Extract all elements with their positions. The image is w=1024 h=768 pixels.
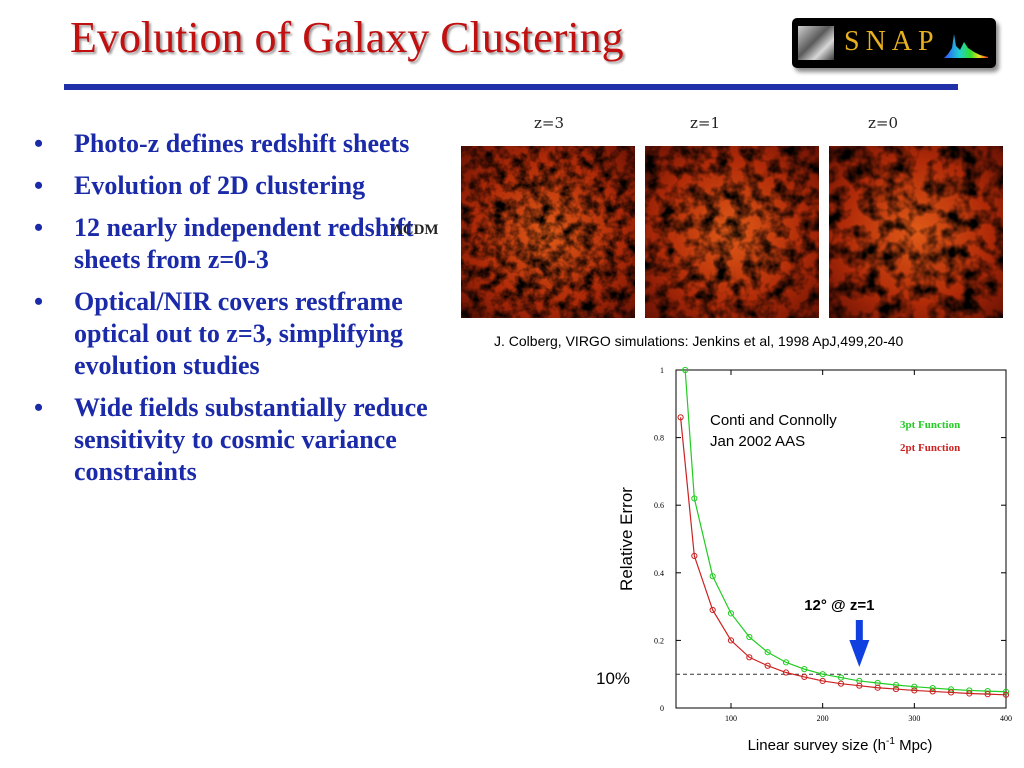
bullet-item: • Evolution of 2D clustering bbox=[28, 170, 458, 202]
sim-label-z0: z=0 bbox=[868, 114, 899, 132]
data-point-3pt bbox=[727, 610, 735, 617]
annotation-venue: Jan 2002 AAS bbox=[710, 433, 805, 450]
y-axis-label: Relative Error bbox=[617, 487, 636, 591]
data-point-3pt bbox=[709, 573, 716, 580]
bullet-list: • Photo-z defines redshift sheets • Evolut… bbox=[28, 128, 458, 498]
data-point-3pt bbox=[682, 366, 689, 374]
lcdm-label: ΛCDM bbox=[392, 222, 439, 238]
data-point-2pt bbox=[819, 677, 826, 685]
x-tick-label: 200 bbox=[817, 714, 829, 723]
data-point-3pt bbox=[819, 671, 826, 678]
simulation-credit: J. Colberg, VIRGO simulations: Jenkins e… bbox=[494, 333, 904, 349]
data-point-3pt bbox=[837, 674, 845, 681]
data-point-3pt bbox=[929, 684, 936, 692]
slide-title: Evolution of Galaxy Clustering bbox=[70, 13, 624, 62]
data-point-2pt bbox=[947, 689, 955, 696]
simulation-panel-z0 bbox=[829, 146, 1003, 318]
data-point-3pt bbox=[801, 666, 808, 673]
title-underline bbox=[64, 84, 958, 90]
x-tick-label: 100 bbox=[725, 714, 737, 723]
data-point-3pt bbox=[892, 681, 900, 689]
data-point-2pt bbox=[677, 414, 684, 421]
data-point-2pt bbox=[966, 690, 973, 697]
arrow-head-icon bbox=[849, 640, 870, 667]
bullet-dot: • bbox=[34, 393, 44, 422]
x-axis-label-main: Linear survey size (h bbox=[748, 737, 886, 754]
data-point-2pt bbox=[764, 662, 771, 669]
data-point-2pt bbox=[911, 687, 918, 694]
data-point-2pt bbox=[782, 669, 790, 676]
bullet-item: • Photo-z defines redshift sheets bbox=[28, 128, 458, 160]
legend-3pt-function: 3pt Function bbox=[900, 419, 960, 431]
data-point-3pt bbox=[746, 633, 753, 641]
data-point-2pt bbox=[691, 552, 698, 559]
y-tick-label: 0 bbox=[660, 704, 664, 713]
bullet-item: • Optical/NIR covers restframe optical ou… bbox=[28, 286, 458, 382]
data-point-2pt bbox=[746, 654, 753, 661]
bullet-dot: • bbox=[34, 171, 44, 200]
sim-label-z1: z=1 bbox=[690, 114, 721, 132]
x-tick-label: 300 bbox=[908, 714, 920, 723]
data-point-2pt bbox=[984, 691, 991, 698]
logo-thumbnail-image bbox=[798, 26, 834, 60]
chart-marks bbox=[676, 366, 1010, 698]
simulation-panel-z3 bbox=[461, 146, 635, 318]
bullet-text: Photo-z defines redshift sheets bbox=[74, 129, 410, 158]
x-axis-label: Linear survey size (h-1 Mpc) bbox=[748, 736, 933, 754]
data-point-3pt bbox=[911, 683, 918, 690]
bullet-text: Optical/NIR covers restframe optical out… bbox=[74, 287, 403, 380]
y-tick-label: 0.8 bbox=[654, 434, 664, 443]
chart-axes: 100 200 300 400 0 0.2 0.4 0.6 0.8 1 bbox=[654, 366, 1012, 723]
data-point-2pt bbox=[892, 685, 900, 693]
bullet-text: Wide fields substantially reduce sensiti… bbox=[74, 393, 428, 486]
logo-text: SNAP bbox=[844, 26, 940, 57]
relative-error-chart: 100 200 300 400 0 0.2 0.4 0.6 0.8 1 Relative Erro… bbox=[596, 366, 1012, 754]
data-point-2pt bbox=[1002, 691, 1010, 698]
x-axis-label-sup: -1 bbox=[886, 736, 895, 747]
bullet-item: • Wide fields substantially reduce sensit… bbox=[28, 392, 458, 488]
data-point-3pt bbox=[691, 495, 698, 502]
bullet-text: Evolution of 2D clustering bbox=[74, 171, 366, 200]
arrow-shaft bbox=[855, 620, 863, 642]
y-tick-label: 0.6 bbox=[654, 501, 664, 510]
data-point-3pt bbox=[782, 659, 790, 666]
bullet-text: 12 nearly independent redshift sheets fr… bbox=[74, 213, 414, 274]
plot-frame bbox=[675, 369, 1007, 709]
legend-2pt-function: 2pt Function bbox=[900, 442, 960, 454]
x-axis-label-tail: Mpc) bbox=[895, 737, 933, 754]
bullet-dot: • bbox=[34, 213, 44, 242]
y-tick-label: 1 bbox=[660, 366, 664, 375]
spectrum-icon bbox=[944, 34, 988, 58]
data-point-3pt bbox=[764, 649, 771, 656]
bullet-dot: • bbox=[34, 287, 44, 316]
data-point-2pt bbox=[874, 684, 881, 691]
data-point-2pt bbox=[727, 637, 735, 644]
annotation-author: Conti and Connolly bbox=[710, 412, 837, 429]
reference-line-label: 10% bbox=[596, 669, 630, 688]
series-line-2pt bbox=[679, 417, 1007, 696]
bullet-dot: • bbox=[34, 129, 44, 158]
data-point-2pt bbox=[837, 680, 845, 687]
arrow-annotation-label: 12° @ z=1 bbox=[804, 597, 874, 614]
sim-label-z3: z=3 bbox=[534, 114, 565, 132]
data-point-2pt bbox=[801, 673, 808, 681]
data-point-2pt bbox=[929, 688, 936, 695]
y-tick-label: 0.4 bbox=[654, 569, 664, 578]
bullet-item: • 12 nearly independent redshift sheets f… bbox=[28, 212, 458, 276]
data-point-2pt bbox=[709, 606, 716, 614]
y-tick-label: 0.2 bbox=[654, 636, 664, 645]
snap-logo: SNAP bbox=[792, 18, 996, 68]
simulation-panel-z1 bbox=[645, 146, 819, 318]
data-point-2pt bbox=[856, 682, 863, 689]
x-tick-label: 400 bbox=[1000, 714, 1012, 723]
